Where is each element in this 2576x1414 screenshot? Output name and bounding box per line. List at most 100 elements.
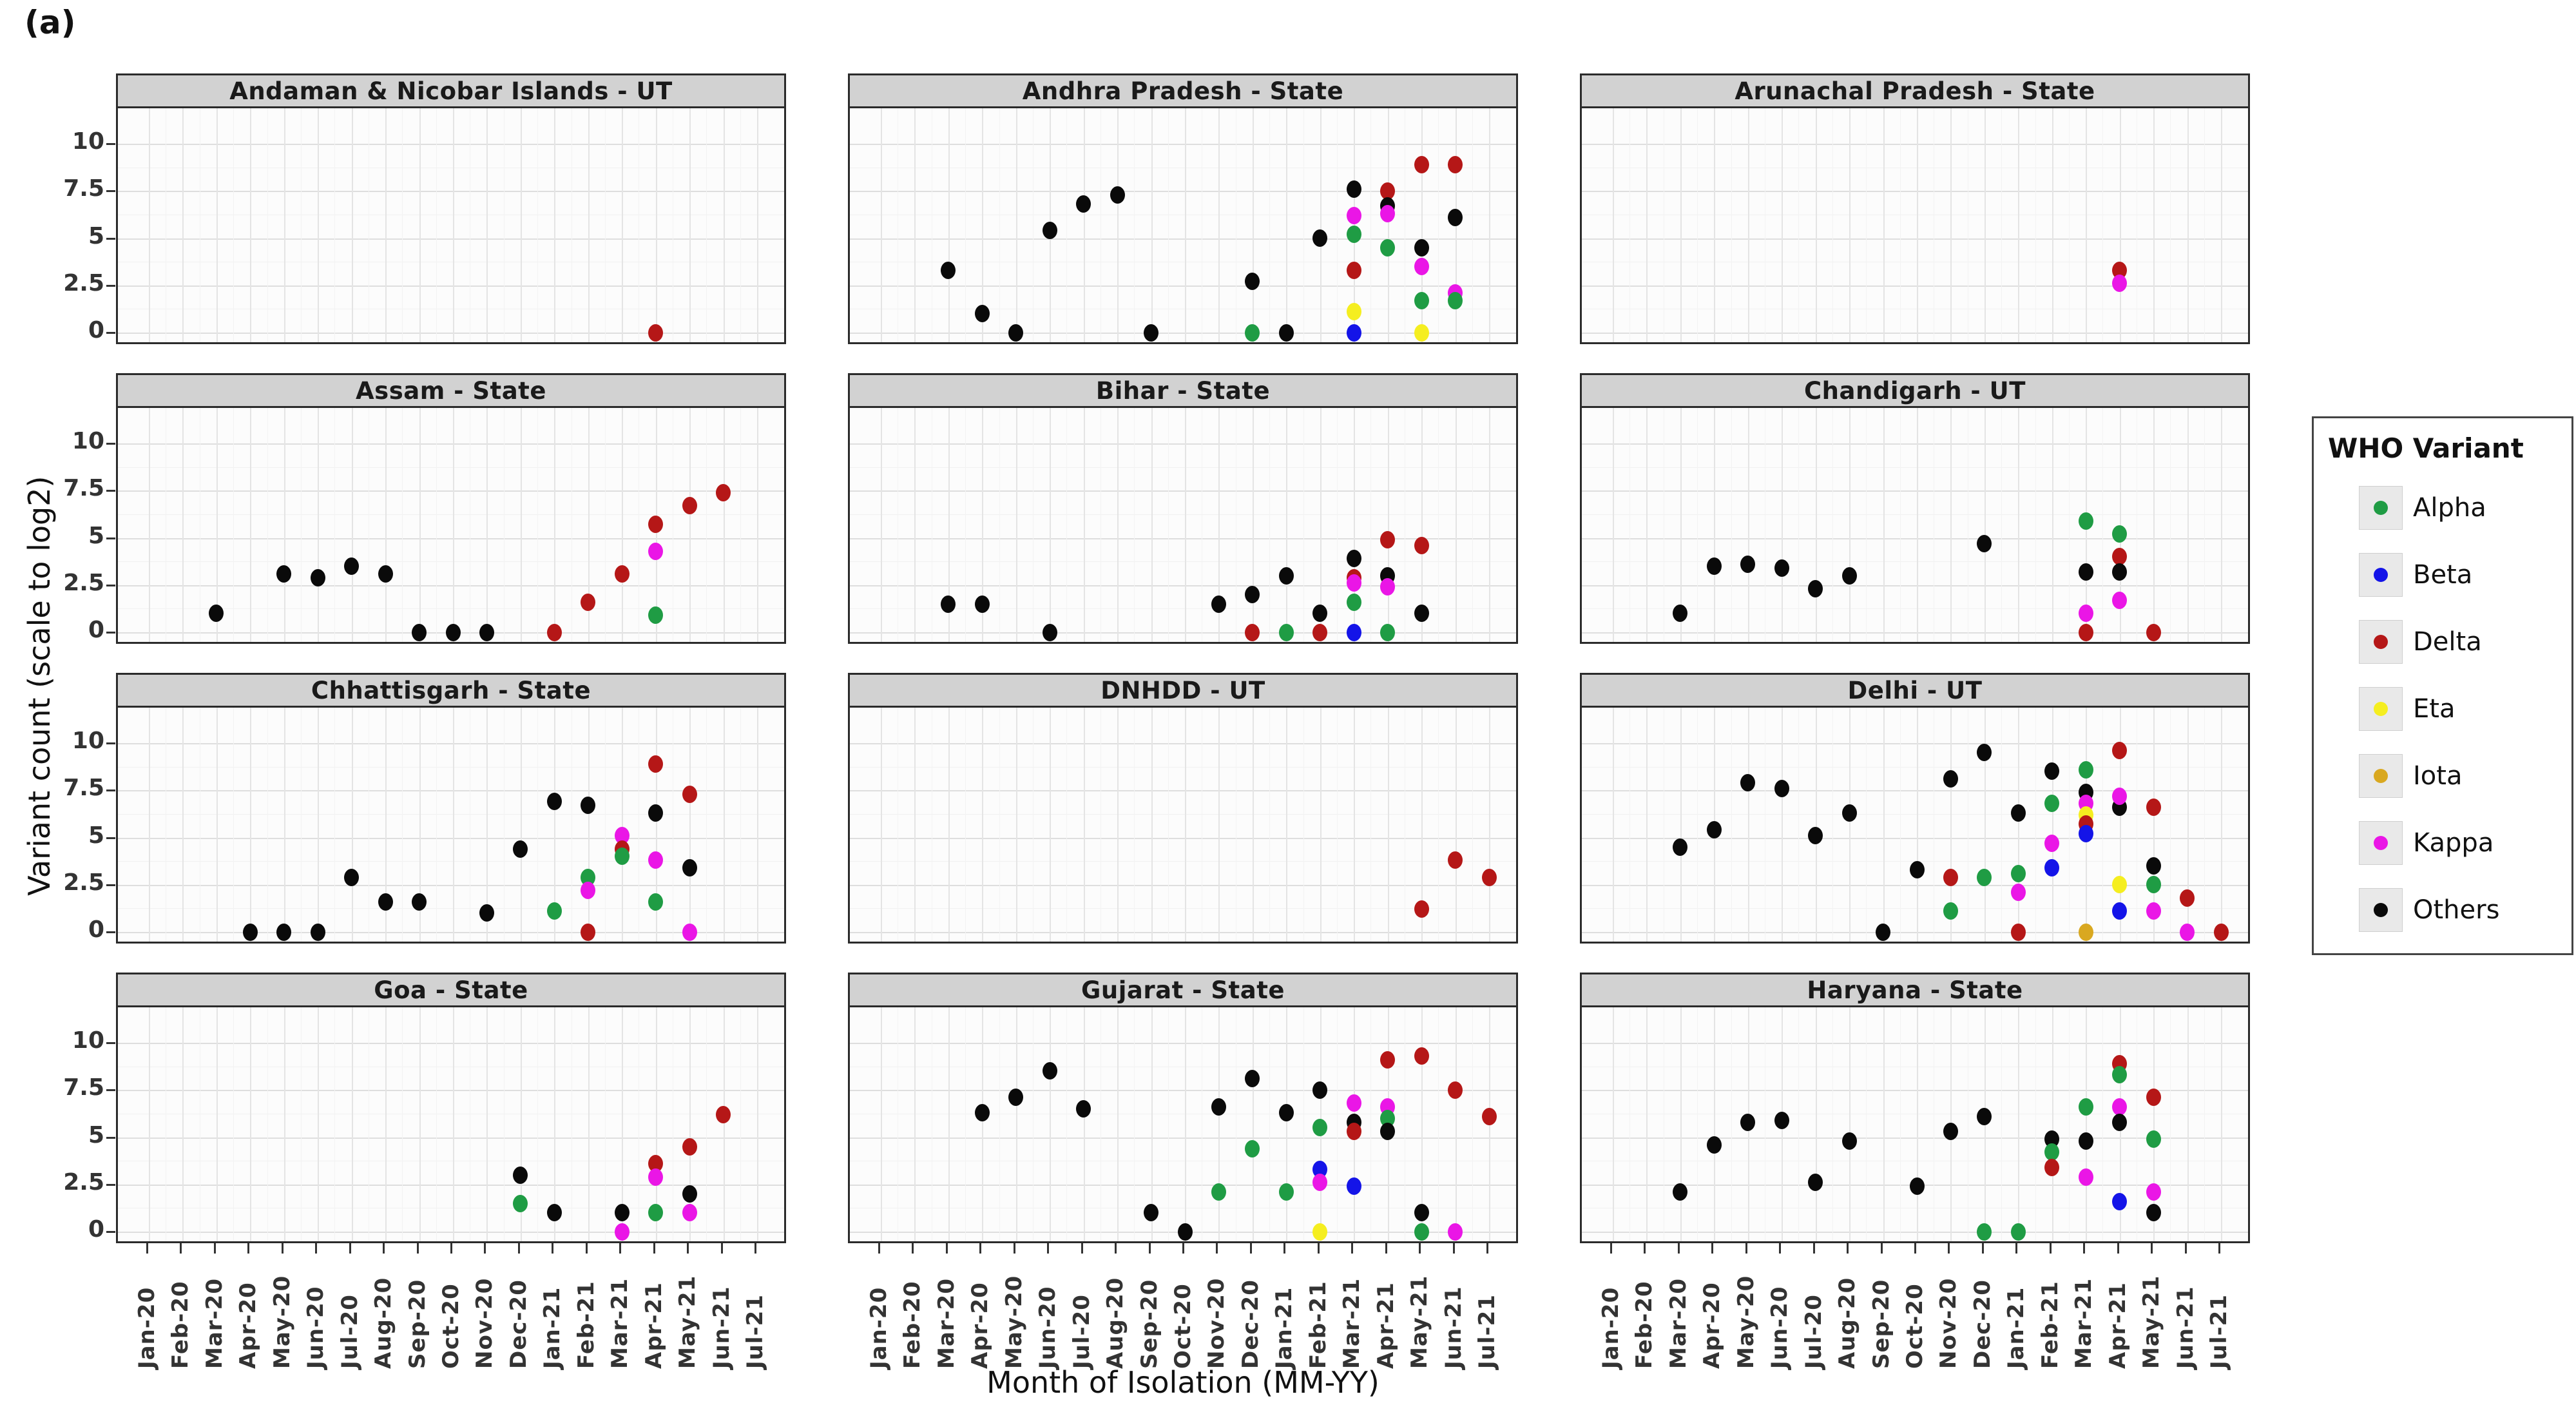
gridline-v-minor [1472,1007,1473,1241]
data-point-others [344,557,360,575]
x-tick-label: Jul-20 [336,1294,363,1369]
gridline-v-major [486,1007,488,1241]
legend: WHO Variant Alpha Beta Delta Eta Iota Kappa Ot… [2312,416,2573,955]
data-point-others [1774,779,1789,797]
gridline-v-major [250,408,252,642]
x-tick-label: Jul-21 [742,1294,768,1369]
gridline-h-major [1582,837,2248,839]
y-tick-label: 0 [88,317,104,344]
gridline-h-major [850,932,1516,933]
gridline-v-minor [1066,1007,1068,1241]
y-tick-mark [106,237,115,240]
data-point-kappa [648,1168,664,1186]
gridline-v-minor [2035,408,2036,642]
data-point-others [1706,821,1722,839]
y-tick-mark [106,332,115,334]
facet-header: Gujarat - State [848,973,1518,1007]
gridline-v-major [2052,408,2053,642]
x-axis-title: Month of Isolation (MM-YY) [986,1365,1379,1400]
gridline-v-minor [965,408,966,642]
x-tick-mark [1216,1243,1218,1254]
data-point-others [1346,180,1361,198]
x-tick-mark [213,1243,216,1254]
data-point-others [546,793,562,811]
gridline-v-major [419,1007,421,1241]
gridline-v-minor [605,108,606,342]
gridline-v-major [1354,708,1356,942]
gridline-v-minor [1370,108,1372,342]
gridline-h-major [118,743,784,744]
gridline-v-major [1421,708,1423,942]
x-tick-label: Mar-21 [2071,1278,2097,1369]
facet-panel: Chhattisgarh - State [116,673,786,944]
gridline-v-major [655,708,657,942]
gridline-v-major [149,1007,150,1241]
gridline-v-major [1917,708,1918,942]
x-tick-mark [484,1243,486,1254]
beta-swatch-icon [2374,568,2388,582]
data-point-kappa [2146,1183,2161,1201]
x-tick-label: Apr-20 [1699,1282,1725,1369]
gridline-h-minor [118,861,784,862]
data-point-kappa [2112,1098,2128,1116]
data-point-others [974,305,990,323]
data-point-others [1414,605,1429,623]
data-point-alpha [2044,795,2060,813]
gridline-v-major [1489,408,1490,642]
data-point-kappa [2180,923,2195,941]
gridline-v-major [182,108,184,342]
gridline-h-major [850,443,1516,445]
data-point-others [2112,563,2128,581]
y-tick-label: 5 [88,822,104,849]
gridline-v-minor [965,708,966,942]
facet-header: Delhi - UT [1580,673,2250,708]
gridline-v-major [216,1007,218,1241]
gridline-v-major [520,108,522,342]
gridline-v-major [1613,1007,1614,1241]
x-tick-label: Jun-20 [1035,1286,1061,1370]
y-tick-mark [106,143,115,145]
y-tick-label: 7.5 [63,475,104,502]
data-point-kappa [614,1223,630,1241]
data-point-eta [1414,324,1429,342]
gridline-v-minor [1731,708,1732,942]
gridline-h-major [1582,743,2248,744]
gridline-v-minor [1832,408,1833,642]
gridline-v-minor [2035,108,2036,342]
gridline-v-major [588,1007,590,1241]
gridline-v-major [1252,1007,1254,1241]
gridline-v-major [1218,708,1220,942]
gridline-v-minor [1269,108,1271,342]
data-point-alpha [1278,623,1294,641]
data-point-alpha [1346,593,1361,611]
data-point-kappa [1346,1094,1361,1112]
y-tick-label: 10 [72,1027,104,1054]
gridline-v-major [1984,708,1986,942]
gridline-h-major [118,1184,784,1186]
x-tick-label: Jan-21 [539,1286,566,1369]
gridline-v-minor [1438,408,1439,642]
gridline-v-major [1252,108,1254,342]
gridline-v-major [655,108,657,342]
data-point-others [2044,1130,2060,1148]
data-point-kappa [2010,883,2026,901]
data-point-others [1008,1089,1024,1107]
data-point-alpha [648,893,664,911]
data-point-kappa [1346,574,1361,592]
gridline-v-major [1015,108,1017,342]
gridline-v-major [1117,108,1119,342]
x-tick-label: Apr-21 [2104,1282,2131,1369]
y-tick-mark [106,1042,115,1044]
facet-title: Bihar - State [1095,376,1271,405]
facet-panel: Andhra Pradesh - State [848,73,1518,344]
gridline-v-major [385,408,387,642]
gridline-v-major [881,408,882,642]
legend-entry-label: Iota [2413,761,2463,791]
data-point-kappa [1346,206,1361,224]
gridline-v-major [1151,408,1153,642]
gridline-v-minor [1337,1007,1338,1241]
gridline-v-minor [402,708,403,942]
y-tick-mark [106,1231,115,1233]
data-point-others [412,623,427,641]
